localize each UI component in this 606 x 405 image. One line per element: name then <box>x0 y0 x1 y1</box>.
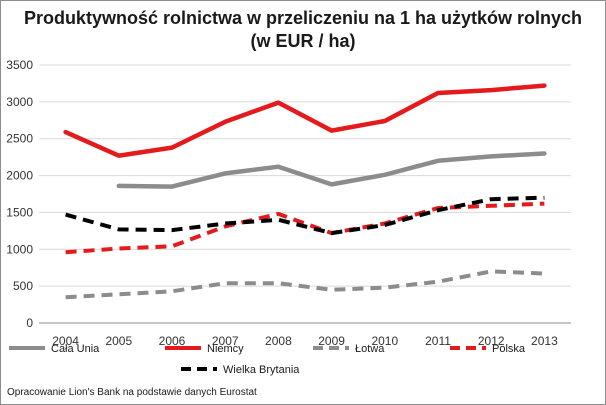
data-point <box>383 120 386 123</box>
y-tick-label: 3000 <box>6 95 33 109</box>
data-point <box>383 173 386 176</box>
x-tick-label: 2013 <box>531 334 558 348</box>
data-point <box>117 293 120 296</box>
data-point <box>117 184 120 187</box>
data-point <box>171 146 174 149</box>
data-point <box>224 282 227 285</box>
data-point <box>543 202 546 205</box>
y-tick-label: 500 <box>13 279 33 293</box>
x-tick-label: 2008 <box>265 334 292 348</box>
data-point <box>437 209 440 212</box>
series-line-niemcy <box>63 83 547 158</box>
data-point <box>171 290 174 293</box>
data-point <box>64 251 67 254</box>
y-tick-label: 0 <box>26 316 33 330</box>
series-line--otwa <box>65 269 545 300</box>
axes: 0 500 1000 1500 2000 2500 3000 3500 2004 2005 2006… <box>6 58 571 348</box>
data-point <box>490 155 493 158</box>
data-point <box>277 165 280 168</box>
data-point <box>277 282 280 285</box>
chart-subtitle-line: (w EUR / ha) <box>250 31 356 51</box>
legend-label: Łotwa <box>355 343 385 355</box>
data-point <box>543 84 546 87</box>
data-point <box>277 218 280 221</box>
legend-item: Wielka Brytania <box>181 364 300 376</box>
y-tick-label: 2000 <box>6 169 33 183</box>
data-point <box>490 204 493 207</box>
data-point <box>277 212 280 215</box>
legend-label: Polska <box>492 343 526 355</box>
data-point <box>543 196 546 199</box>
legend-item: Polska <box>450 343 526 355</box>
x-tick-label: 2007 <box>212 334 239 348</box>
data-point <box>64 296 67 299</box>
x-tick-label: 2004 <box>52 334 79 348</box>
data-point <box>117 247 120 250</box>
series-line-ca-a-unia <box>116 151 547 189</box>
data-point <box>171 245 174 248</box>
x-tick-label: 2006 <box>159 334 186 348</box>
legend-item: Niemcy <box>165 343 244 355</box>
data-point <box>330 129 333 132</box>
series-lines <box>63 83 547 300</box>
data-point <box>330 232 333 235</box>
source-note: Opracowanie Lion's Bank na podstawie dan… <box>7 387 257 398</box>
chart-title: Produktywność rolnictwa w przeliczeniu n… <box>1 7 605 53</box>
data-point <box>64 213 67 216</box>
y-tick-label: 1000 <box>6 242 33 256</box>
y-tick-label: 1500 <box>6 205 33 219</box>
data-point <box>490 89 493 92</box>
legend-label: Wielka Brytania <box>223 364 300 376</box>
data-point <box>490 198 493 201</box>
chart-title-line: Produktywność rolnictwa w przeliczeniu n… <box>23 8 583 28</box>
series-line-wielka-brytania <box>65 195 545 236</box>
legend: Cała Unia Niemcy Łotwa Polska Wielka Brytani… <box>9 343 526 376</box>
x-tick-label: 2012 <box>478 334 505 348</box>
y-tick-label: 2500 <box>6 132 33 146</box>
data-point <box>330 183 333 186</box>
data-point <box>64 131 67 134</box>
x-tick-label: 2009 <box>318 334 345 348</box>
data-point <box>277 101 280 104</box>
series-line-polska <box>65 201 545 255</box>
data-point <box>224 222 227 225</box>
data-point <box>224 120 227 123</box>
data-point <box>383 286 386 289</box>
data-point <box>437 159 440 162</box>
data-point <box>171 229 174 232</box>
y-tick-label: 3500 <box>6 58 33 72</box>
data-point <box>117 154 120 157</box>
x-tick-label: 2005 <box>105 334 132 348</box>
x-tick-label: 2011 <box>425 334 451 348</box>
data-point <box>543 272 546 275</box>
legend-label: Niemcy <box>207 343 244 355</box>
legend-label: Cała Unia <box>51 343 100 355</box>
x-tick-label: 2010 <box>371 334 398 348</box>
legend-item: Cała Unia <box>9 343 100 355</box>
data-point <box>224 172 227 175</box>
data-point <box>490 270 493 273</box>
data-point <box>330 288 333 291</box>
data-point <box>117 228 120 231</box>
data-point <box>543 152 546 155</box>
legend-item: Łotwa <box>313 343 385 355</box>
data-point <box>437 92 440 95</box>
data-point <box>437 280 440 283</box>
data-point <box>383 223 386 226</box>
data-point <box>171 185 174 188</box>
